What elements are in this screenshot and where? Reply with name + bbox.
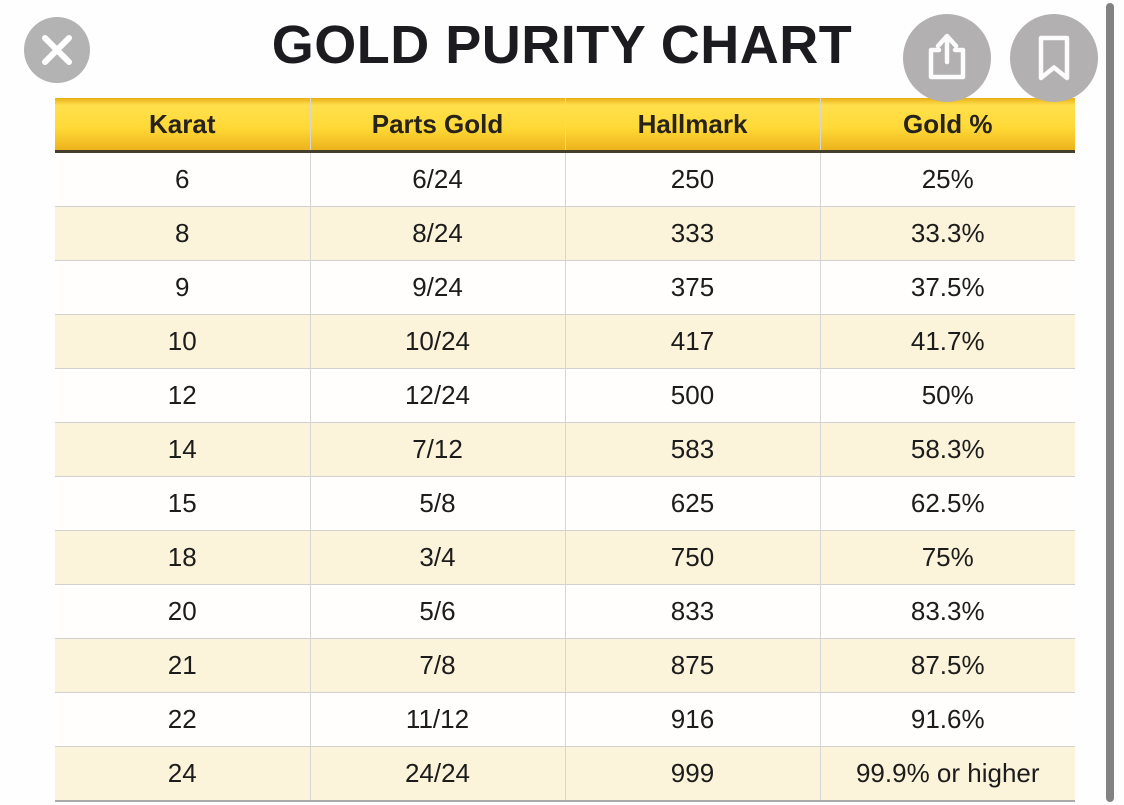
share-icon bbox=[922, 31, 972, 85]
close-button[interactable] bbox=[24, 17, 90, 83]
table-cell: 12/24 bbox=[309, 368, 565, 423]
table-row: 10 10/24 417 41.7% bbox=[55, 314, 1075, 369]
table-cell: 5/8 bbox=[309, 476, 565, 531]
table-cell: 50% bbox=[819, 368, 1075, 423]
table-cell: 7/8 bbox=[309, 638, 565, 693]
table-cell: 375 bbox=[564, 260, 820, 315]
table-cell: 8 bbox=[55, 206, 310, 261]
column-header-gold-pct: Gold % bbox=[819, 98, 1075, 153]
table-cell: 583 bbox=[564, 422, 820, 477]
table-row: 18 3/4 750 75% bbox=[55, 530, 1075, 585]
table-cell: 9/24 bbox=[309, 260, 565, 315]
table-cell: 99.9% or higher bbox=[819, 746, 1075, 801]
table-cell: 14 bbox=[55, 422, 310, 477]
table-cell: 625 bbox=[564, 476, 820, 531]
table-cell: 22 bbox=[55, 692, 310, 747]
table-body: 6 6/24 250 25% 8 8/24 333 33.3% 9 9/24 375 37.5% 10 1… bbox=[55, 151, 1075, 801]
table-cell: 83.3% bbox=[819, 584, 1075, 639]
bookmark-button[interactable] bbox=[1010, 14, 1098, 102]
table-cell: 10 bbox=[55, 314, 310, 369]
table-cell: 6/24 bbox=[309, 151, 565, 207]
gold-purity-table: Karat Parts Gold Hallmark Gold % 6 6/24 25… bbox=[55, 98, 1075, 802]
column-header-hallmark: Hallmark bbox=[564, 98, 820, 153]
table-row: 6 6/24 250 25% bbox=[55, 151, 1075, 207]
table-row: 21 7/8 875 87.5% bbox=[55, 638, 1075, 693]
table-cell: 87.5% bbox=[819, 638, 1075, 693]
table-row: 14 7/12 583 58.3% bbox=[55, 422, 1075, 477]
table-row: 22 11/12 916 91.6% bbox=[55, 692, 1075, 747]
table-cell: 24/24 bbox=[309, 746, 565, 801]
table-cell: 6 bbox=[55, 151, 310, 207]
table-cell: 833 bbox=[564, 584, 820, 639]
vertical-scrollbar[interactable] bbox=[1106, 3, 1114, 802]
table-cell: 21 bbox=[55, 638, 310, 693]
share-button[interactable] bbox=[903, 14, 991, 102]
bookmark-icon bbox=[1032, 32, 1076, 84]
page-title: GOLD PURITY CHART bbox=[271, 15, 853, 75]
table-cell: 58.3% bbox=[819, 422, 1075, 477]
table-cell: 33.3% bbox=[819, 206, 1075, 261]
table-cell: 25% bbox=[819, 151, 1075, 207]
table-cell: 62.5% bbox=[819, 476, 1075, 531]
table-cell: 7/12 bbox=[309, 422, 565, 477]
table-cell: 8/24 bbox=[309, 206, 565, 261]
table-header: Karat Parts Gold Hallmark Gold % bbox=[55, 98, 1075, 153]
table-cell: 12 bbox=[55, 368, 310, 423]
table-cell: 37.5% bbox=[819, 260, 1075, 315]
table-cell: 333 bbox=[564, 206, 820, 261]
table-cell: 5/6 bbox=[309, 584, 565, 639]
table-header-row: Karat Parts Gold Hallmark Gold % bbox=[55, 98, 1075, 153]
table-cell: 11/12 bbox=[309, 692, 565, 747]
table-cell: 10/24 bbox=[309, 314, 565, 369]
table-row: 20 5/6 833 83.3% bbox=[55, 584, 1075, 639]
column-header-parts-gold: Parts Gold bbox=[309, 98, 565, 153]
table-row: 12 12/24 500 50% bbox=[55, 368, 1075, 423]
table-cell: 24 bbox=[55, 746, 310, 801]
column-header-karat: Karat bbox=[55, 98, 310, 153]
table-cell: 15 bbox=[55, 476, 310, 531]
table-cell: 417 bbox=[564, 314, 820, 369]
table-cell: 18 bbox=[55, 530, 310, 585]
table-row: 9 9/24 375 37.5% bbox=[55, 260, 1075, 315]
table-cell: 250 bbox=[564, 151, 820, 207]
table-row: 15 5/8 625 62.5% bbox=[55, 476, 1075, 531]
table-cell: 91.6% bbox=[819, 692, 1075, 747]
table-cell: 750 bbox=[564, 530, 820, 585]
table-row: 24 24/24 999 99.9% or higher bbox=[55, 746, 1075, 801]
table-cell: 500 bbox=[564, 368, 820, 423]
table-cell: 999 bbox=[564, 746, 820, 801]
table-row: 8 8/24 333 33.3% bbox=[55, 206, 1075, 261]
table-cell: 916 bbox=[564, 692, 820, 747]
table-cell: 9 bbox=[55, 260, 310, 315]
table-cell: 3/4 bbox=[309, 530, 565, 585]
table-cell: 20 bbox=[55, 584, 310, 639]
table-cell: 875 bbox=[564, 638, 820, 693]
table-cell: 75% bbox=[819, 530, 1075, 585]
close-icon bbox=[24, 17, 90, 83]
table-cell: 41.7% bbox=[819, 314, 1075, 369]
